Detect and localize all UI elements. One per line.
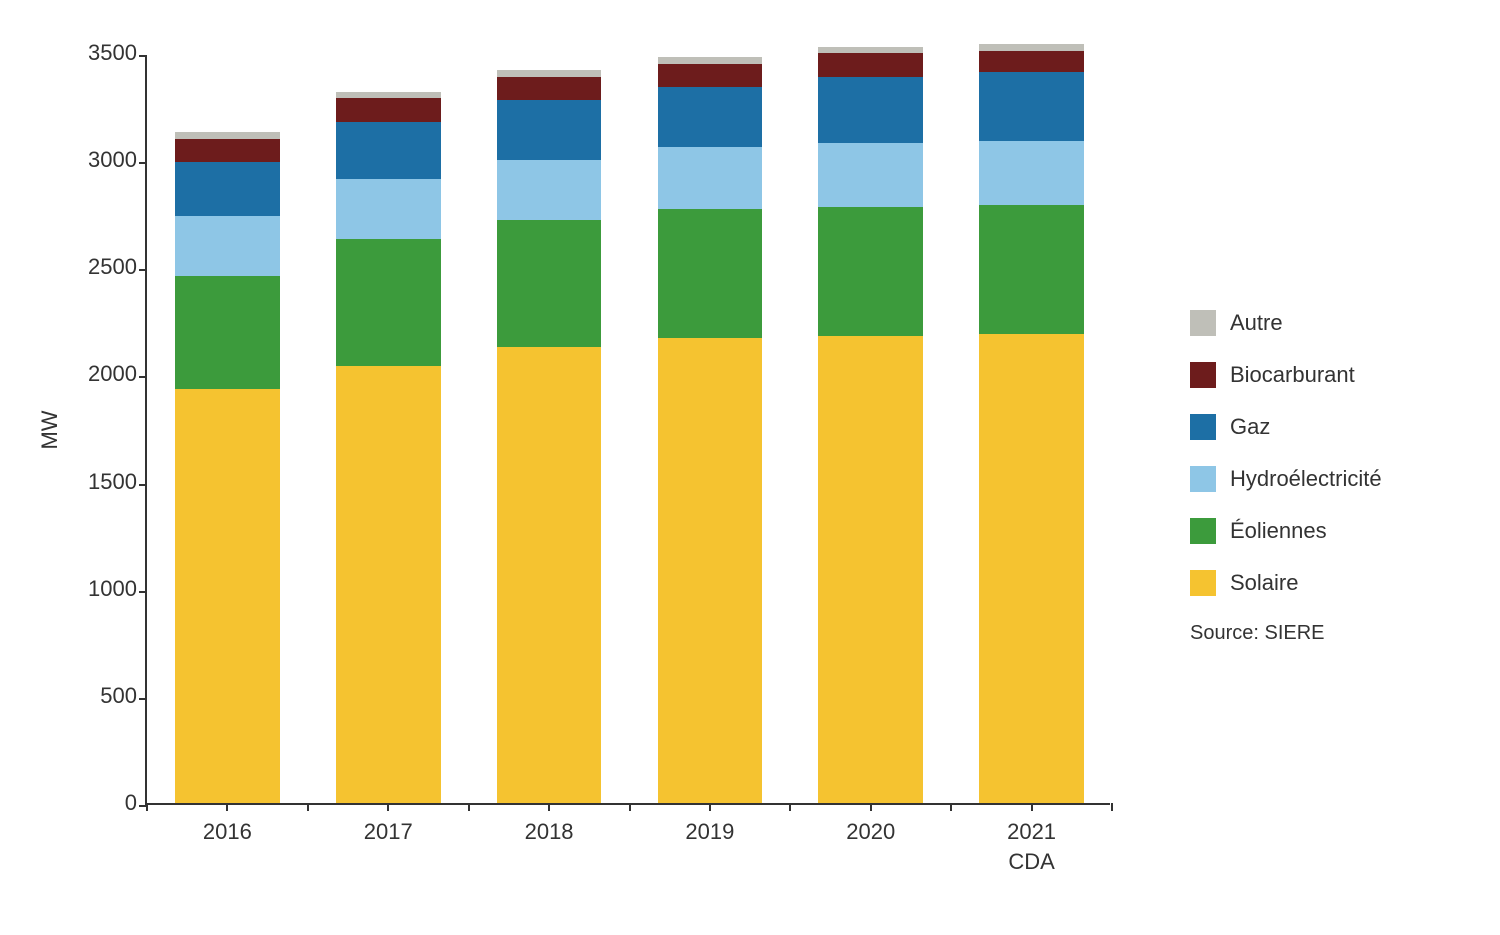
x-tick-mark — [226, 803, 228, 811]
bar-segment-bio — [497, 77, 602, 101]
y-tick-mark — [139, 162, 147, 164]
bar-segment-gaz — [979, 72, 1084, 141]
x-tick-mark — [950, 803, 952, 811]
legend-item-solaire: Solaire — [1190, 570, 1382, 596]
bar-segment-gaz — [818, 77, 923, 143]
y-tick-label: 3000 — [88, 147, 137, 173]
y-tick-mark — [139, 484, 147, 486]
bar-segment-hydro — [979, 141, 1084, 205]
bar-segment-gaz — [336, 122, 441, 180]
x-tick-label: 2019 — [685, 817, 734, 847]
y-tick-label: 2500 — [88, 254, 137, 280]
bar-segment-hydro — [497, 160, 602, 220]
y-tick-mark — [139, 591, 147, 593]
bar-segment-solaire — [336, 366, 441, 803]
legend-item-eolien: Éoliennes — [1190, 518, 1382, 544]
x-tick-mark — [1031, 803, 1033, 811]
bar-segment-eolien — [336, 239, 441, 365]
bar-segment-bio — [979, 51, 1084, 72]
bar-segment-gaz — [497, 100, 602, 160]
bar-segment-autre — [175, 132, 280, 138]
x-tick-label: 2020 — [846, 817, 895, 847]
bar-segment-eolien — [658, 209, 763, 338]
bar-segment-bio — [658, 64, 763, 88]
legend-swatch — [1190, 414, 1216, 440]
x-tick-mark — [789, 803, 791, 811]
y-tick-label: 0 — [125, 790, 137, 816]
bar-segment-hydro — [336, 179, 441, 239]
bar-segment-solaire — [175, 389, 280, 803]
legend-item-hydro: Hydroélectricité — [1190, 466, 1382, 492]
x-tick-mark — [468, 803, 470, 811]
legend: Autre Biocarburant Gaz Hydroélectricité Éoli… — [1190, 310, 1382, 645]
bar-segment-eolien — [979, 205, 1084, 334]
bar-segment-hydro — [818, 143, 923, 207]
bar-segment-hydro — [175, 216, 280, 276]
y-tick-mark — [139, 55, 147, 57]
x-tick-label: 2021 CDA — [1007, 817, 1056, 876]
legend-swatch — [1190, 466, 1216, 492]
x-tick-mark — [387, 803, 389, 811]
bar-segment-bio — [336, 98, 441, 122]
legend-item-bio: Biocarburant — [1190, 362, 1382, 388]
y-axis-label: MW — [37, 410, 63, 449]
x-tick-label: 2017 — [364, 817, 413, 847]
bar-segment-gaz — [658, 87, 763, 147]
legend-label: Hydroélectricité — [1230, 466, 1382, 492]
legend-item-autre: Autre — [1190, 310, 1382, 336]
bar-segment-autre — [658, 57, 763, 63]
bar-segment-eolien — [175, 276, 280, 390]
bar-segment-hydro — [658, 147, 763, 209]
y-tick-mark — [139, 698, 147, 700]
x-tick-mark — [146, 803, 148, 811]
bar-segment-autre — [497, 70, 602, 76]
bar-segment-gaz — [175, 162, 280, 216]
x-tick-mark — [1111, 803, 1113, 811]
y-tick-mark — [139, 376, 147, 378]
bar-segment-solaire — [658, 338, 763, 803]
legend-label: Biocarburant — [1230, 362, 1355, 388]
legend-swatch — [1190, 362, 1216, 388]
bar-segment-bio — [175, 139, 280, 163]
y-tick-label: 500 — [100, 683, 137, 709]
bar-segment-solaire — [818, 336, 923, 803]
bar-segment-autre — [818, 47, 923, 53]
bar-segment-solaire — [979, 334, 1084, 803]
legend-label: Gaz — [1230, 414, 1270, 440]
x-tick-label: 2018 — [525, 817, 574, 847]
y-tick-label: 1000 — [88, 576, 137, 602]
bar-segment-solaire — [497, 347, 602, 803]
x-tick-mark — [870, 803, 872, 811]
y-tick-mark — [139, 269, 147, 271]
bar-segment-eolien — [497, 220, 602, 346]
legend-swatch — [1190, 570, 1216, 596]
bar-segment-bio — [818, 53, 923, 77]
x-tick-mark — [548, 803, 550, 811]
y-tick-label: 1500 — [88, 469, 137, 495]
legend-label: Autre — [1230, 310, 1283, 336]
legend-item-gaz: Gaz — [1190, 414, 1382, 440]
bar-segment-autre — [979, 44, 1084, 50]
x-tick-mark — [629, 803, 631, 811]
x-tick-mark — [307, 803, 309, 811]
x-tick-mark — [709, 803, 711, 811]
plot-area: 0500100015002000250030003500201620172018… — [145, 55, 1110, 805]
y-tick-label: 3500 — [88, 40, 137, 66]
source-label: Source: SIERE — [1190, 622, 1382, 645]
y-tick-label: 2000 — [88, 361, 137, 387]
x-tick-label: 2016 — [203, 817, 252, 847]
legend-swatch — [1190, 518, 1216, 544]
bar-segment-eolien — [818, 207, 923, 336]
legend-label: Solaire — [1230, 570, 1298, 596]
bar-segment-autre — [336, 92, 441, 98]
legend-swatch — [1190, 310, 1216, 336]
legend-label: Éoliennes — [1230, 518, 1327, 544]
